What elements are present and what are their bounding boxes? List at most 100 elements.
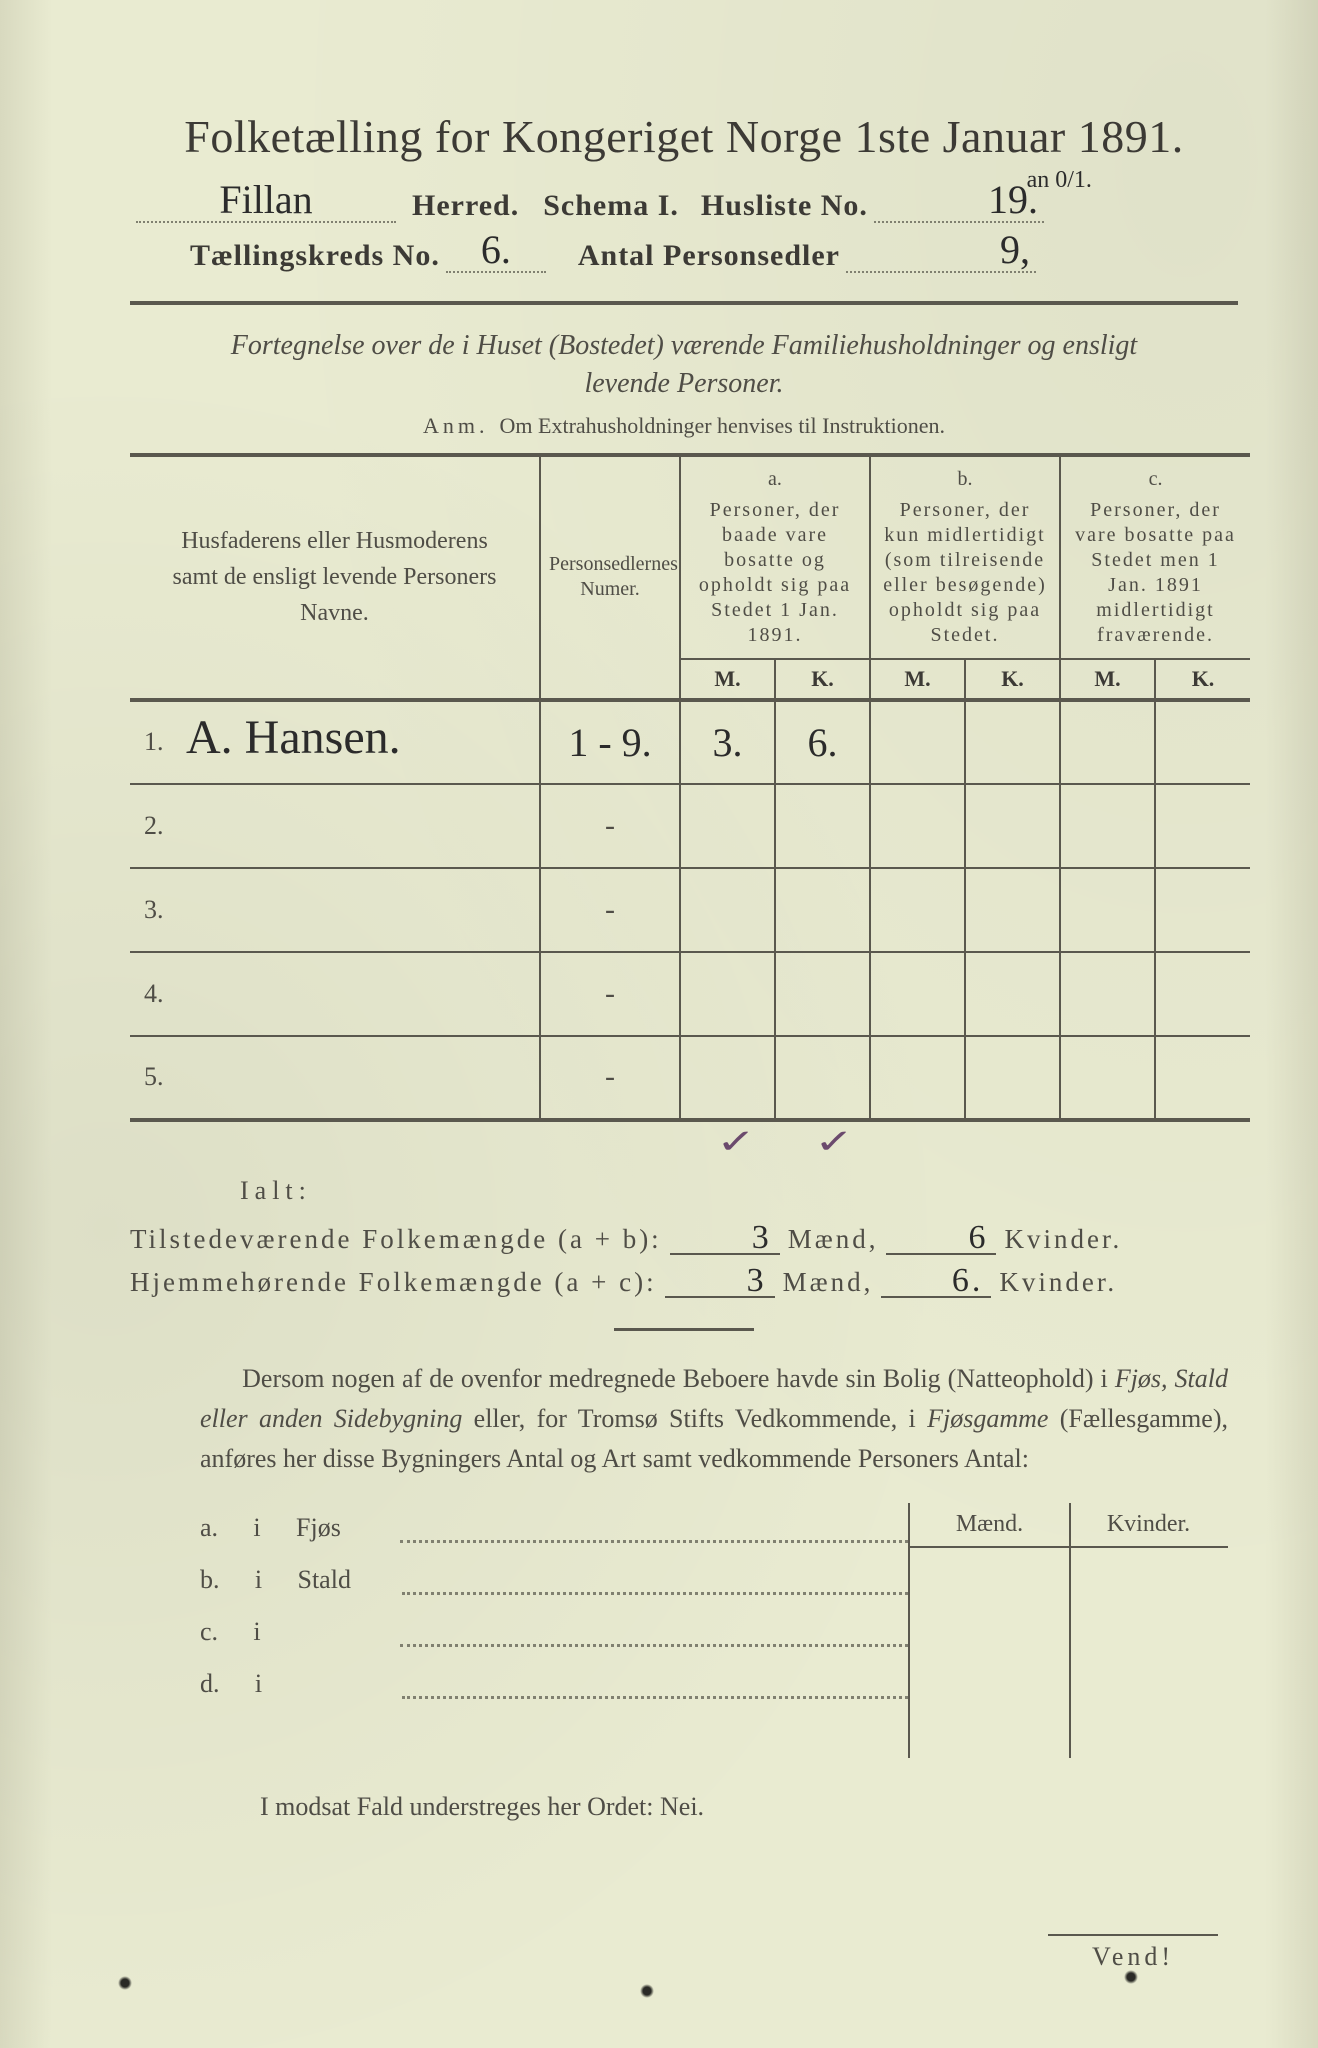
- ialt-maend-2: Mænd,: [783, 1267, 874, 1298]
- lbl-schema: Schema I.: [543, 189, 679, 223]
- lower-letter: b.: [200, 1565, 220, 1595]
- ialt-row1-m: 3: [752, 1219, 772, 1257]
- lbl-kreds: Tællingskreds No.: [190, 239, 440, 273]
- row-number: 1.: [130, 727, 164, 756]
- head-a-letter: a.: [689, 467, 861, 492]
- header-line-2: Tællingskreds No. 6. Antal Personsedler …: [130, 239, 1238, 273]
- page: Folketælling for Kongeriget Norge 1ste J…: [0, 0, 1318, 2048]
- ialt-row2-m: 3: [747, 1262, 767, 1300]
- paragraph: Dersom nogen af de ovenfor medregnede Be…: [200, 1359, 1228, 1480]
- ialt-row1-k-blank: 6: [886, 1225, 996, 1255]
- ialt-row2-k-blank: 6.: [881, 1268, 991, 1298]
- ialt-head: Ialt:: [240, 1176, 1238, 1206]
- anm-text: Om Extrahusholdninger henvises til Instr…: [500, 413, 945, 438]
- lower-left: a.iFjøsb.iStaldc.id.i: [200, 1503, 908, 1758]
- mk-c-m: M.: [1060, 659, 1155, 700]
- lower-i: i: [234, 1565, 284, 1595]
- value-cell: [1060, 868, 1155, 952]
- lower-row: c.i: [200, 1617, 908, 1647]
- husliste-blank: 19. an 0/1.: [874, 189, 1044, 223]
- value-cell: [870, 700, 965, 784]
- vend: Vend!: [1048, 1934, 1218, 1972]
- value-cell: [680, 1036, 775, 1120]
- head-b: b. Personer, der kun midlertidigt (som t…: [870, 455, 1060, 659]
- short-rule: [614, 1328, 754, 1331]
- value-cell: [775, 1036, 870, 1120]
- lower-letter: c.: [200, 1617, 218, 1647]
- value-cell: [775, 784, 870, 868]
- value-cell: [870, 784, 965, 868]
- para-p2: eller, for Tromsø Stifts Vedkommende, i: [462, 1404, 927, 1433]
- check-row: ✓ ✓: [130, 1122, 1238, 1156]
- ialt-row-2: Hjemmehørende Folkemængde (a + c): 3 Mæn…: [130, 1267, 1238, 1298]
- table-row: 3.-: [130, 868, 1250, 952]
- value-cell: [680, 952, 775, 1036]
- value-cell: [1155, 784, 1250, 868]
- lower-dots: [400, 1523, 908, 1543]
- numer-cell: 1 - 9.: [540, 700, 680, 784]
- lower-row: a.iFjøs: [200, 1513, 908, 1543]
- header-line-1: Fillan Herred. Schema I. Husliste No. 19…: [130, 189, 1238, 223]
- content-area: Folketælling for Kongeriget Norge 1ste J…: [130, 110, 1238, 1822]
- para-p1: Dersom nogen af de ovenfor medregnede Be…: [242, 1364, 1115, 1393]
- ialt-row1-k: 6: [968, 1219, 988, 1257]
- lower-vline: [1069, 1503, 1071, 1758]
- name-cell: 3.: [130, 868, 540, 952]
- check-a-k: ✓: [814, 1122, 854, 1162]
- lower-block: a.iFjøsb.iStaldc.id.i Mænd. Kvinder.: [200, 1503, 1228, 1758]
- table-row: 1.A. Hansen.1 - 9.3.6.: [130, 700, 1250, 784]
- numer-cell: -: [540, 952, 680, 1036]
- herred-blank: Fillan: [136, 189, 396, 223]
- row-number: 4.: [130, 979, 164, 1008]
- head-c: c. Personer, der vare bosatte paa Stedet…: [1060, 455, 1250, 659]
- value-cell: [680, 784, 775, 868]
- herred-value: Fillan: [219, 176, 312, 223]
- head-c-text: Personer, der vare bosatte paa Stedet me…: [1075, 499, 1236, 646]
- ialt-block: Ialt: Tilstedeværende Folkemængde (a + b…: [130, 1176, 1238, 1298]
- value-cell: [1155, 700, 1250, 784]
- table-row: 4. -: [130, 952, 1250, 1036]
- antal-blank: 9,: [846, 239, 1036, 273]
- table-head: Husfaderens eller Husmoderens samt de en…: [130, 455, 1250, 700]
- lower-mk-m: Mænd.: [910, 1503, 1069, 1546]
- ialt-row2-label: Hjemmehørende Folkemængde (a + c):: [130, 1267, 657, 1298]
- subtitle: Fortegnelse over de i Huset (Bostedet) v…: [190, 327, 1178, 403]
- value-cell: [965, 700, 1060, 784]
- anm-prefix: Anm.: [423, 413, 489, 438]
- value-cell: [1060, 700, 1155, 784]
- mk-b-k: K.: [965, 659, 1060, 700]
- ialt-row-1: Tilstedeværende Folkemængde (a + b): 3 M…: [130, 1224, 1238, 1255]
- numer-cell: -: [540, 784, 680, 868]
- mk-a-k: K.: [775, 659, 870, 700]
- name-cell: 5.: [130, 1036, 540, 1120]
- value-cell: [965, 952, 1060, 1036]
- ialt-row1-label: Tilstedeværende Folkemængde (a + b):: [130, 1224, 662, 1255]
- ialt-maend-1: Mænd,: [788, 1224, 879, 1255]
- head-b-letter: b.: [879, 467, 1051, 492]
- numer-cell: -: [540, 1036, 680, 1120]
- husliste-suffix: an 0/1.: [1027, 167, 1092, 194]
- head-name: Husfaderens eller Husmoderens samt de en…: [130, 455, 540, 700]
- value-cell: [775, 952, 870, 1036]
- lbl-husliste: Husliste No.: [701, 189, 868, 223]
- table-row: 5.-: [130, 1036, 1250, 1120]
- lower-i: i: [234, 1669, 284, 1699]
- name-cell: 2.: [130, 784, 540, 868]
- row-number: 2.: [130, 811, 164, 840]
- lower-dots: [400, 1627, 908, 1647]
- numer-cell: -: [540, 868, 680, 952]
- value-cell: 3.: [680, 700, 775, 784]
- lower-i: i: [232, 1513, 282, 1543]
- lower-label: Fjøs: [296, 1513, 386, 1543]
- value-cell: [1155, 1036, 1250, 1120]
- ialt-kvinder-2: Kvinder.: [999, 1267, 1117, 1298]
- head-name-text: Husfaderens eller Husmoderens samt de en…: [173, 528, 497, 626]
- lower-dots: [402, 1575, 909, 1595]
- ialt-row1-m-blank: 3: [670, 1225, 780, 1255]
- lower-label: Stald: [298, 1565, 388, 1595]
- head-b-text: Personer, der kun midlertidigt (som tilr…: [883, 499, 1047, 646]
- antal-value: 9,: [1000, 226, 1030, 273]
- mk-c-k: K.: [1155, 659, 1250, 700]
- head-numer-text: Personsedlernes Numer.: [549, 553, 678, 600]
- para-p2-it: Fjøsgamme: [927, 1404, 1048, 1433]
